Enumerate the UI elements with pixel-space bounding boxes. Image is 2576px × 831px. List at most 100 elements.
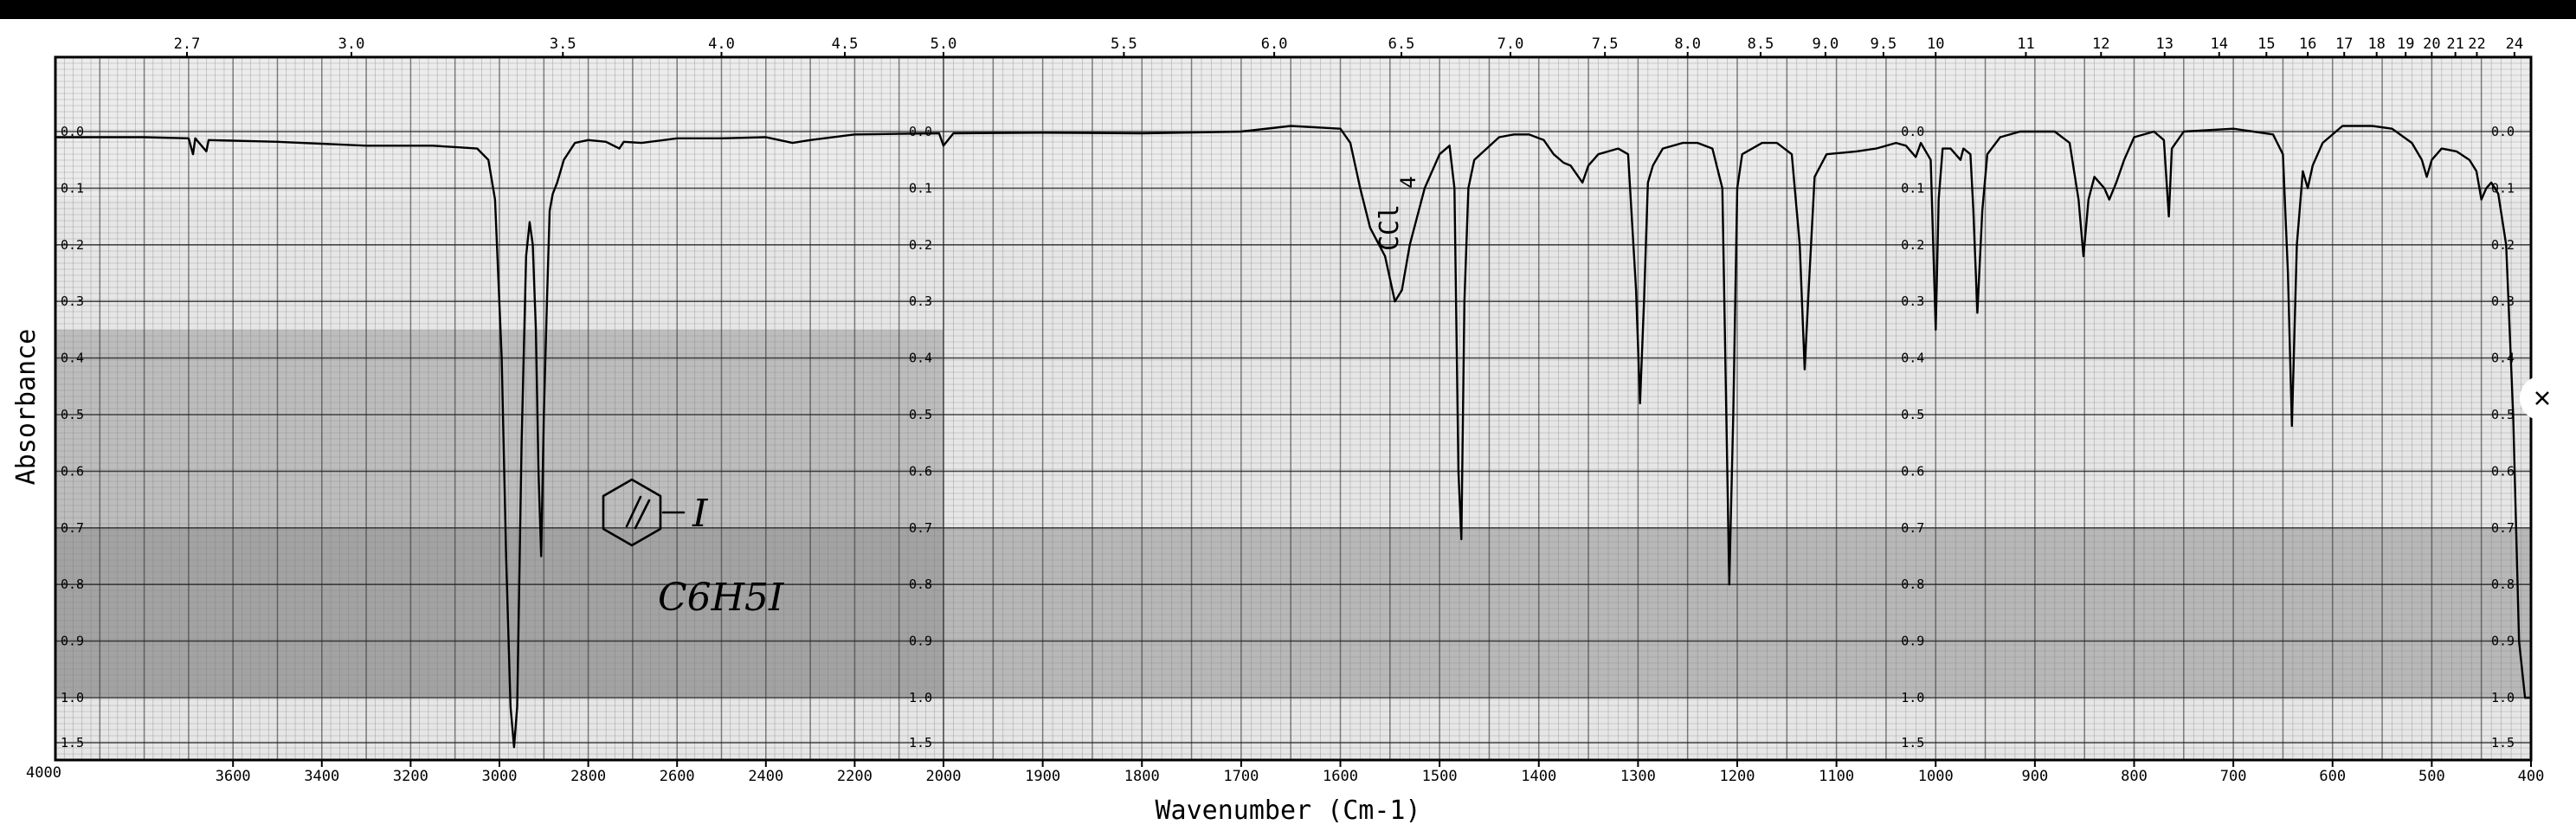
x-tick-label: 2200 [837,768,873,785]
x-tick-label: 2800 [570,768,606,785]
y-tick-label: 0.2 [1901,237,1924,253]
y-tick-label: 0.4 [909,351,932,366]
y-tick-label: 0.8 [1901,577,1924,592]
x-tick-label: 3200 [393,768,428,785]
top-tick-label: 14 [2211,35,2228,53]
top-tick-label: 22 [2468,35,2485,53]
x-tick-label: 600 [2319,768,2346,785]
y-tick-label: 0.3 [61,293,84,309]
top-tick-label: 7.5 [1592,35,1619,53]
solvent-label-main: CCl [1375,204,1405,251]
y-tick-label: 0.8 [2491,577,2515,592]
top-tick-label: 9.0 [1813,35,1839,53]
top-tick-label: 4.0 [708,35,735,53]
top-tick-label: 19 [2397,35,2414,53]
y-tick-label: 0.7 [61,520,84,536]
solvent-label: CCl 4 [1375,176,1420,251]
formula-label: C6H5I [658,576,785,620]
x-tick-label: 1900 [1025,768,1060,785]
shade-band [55,527,2531,698]
x-tick-label: 1300 [1620,768,1656,785]
structure-label: I [692,492,709,536]
scan-top-edge [0,0,2576,19]
x-axis-label: Wavenumber (Cm-1) [1155,796,1420,826]
y-tick-label: 0.5 [909,407,932,422]
x-tick-label: 400 [2518,768,2545,785]
y-tick-label: 0.5 [2491,407,2515,422]
x-tick-label: 800 [2121,768,2148,785]
y-tick-label: 0.0 [61,124,84,139]
y-tick-label: 1.5 [909,735,932,750]
x-tick-label: 500 [2418,768,2445,785]
y-tick-label: 1.0 [61,690,84,705]
y-tick-label: 1.5 [2491,735,2515,750]
y-tick-label: 1.5 [61,735,84,750]
x-tick-label: 1400 [1521,768,1556,785]
top-tick-label: 3.0 [338,35,365,53]
y-tick-label: 0.2 [61,237,84,253]
y-tick-label: 0.6 [2491,463,2515,479]
solvent-label-subscript: 4 [1396,176,1420,188]
x-axis-ticks: 3600 3400 3200 3000 2800 2600 2400 2200 2000 1900… [216,760,2545,785]
top-tick-label: 3.5 [550,35,576,53]
top-tick-label: 18 [2367,35,2385,53]
x-tick-label: 700 [2220,768,2247,785]
y-tick-label: 0.8 [909,577,932,592]
y-tick-label: 0.1 [909,180,932,196]
top-tick-label: 4.5 [832,35,859,53]
top-tick-label: 8.0 [1674,35,1701,53]
top-tick-label: 16 [2299,35,2316,53]
y-tick-label: 1.5 [1901,735,1924,750]
y-tick-label: 0.0 [1901,124,1924,139]
close-icon[interactable] [2520,376,2565,421]
y-tick-label: 0.6 [909,463,932,479]
y-tick-label: 0.1 [61,180,84,196]
y-tick-label: 0.9 [2491,634,2515,649]
top-tick-label: 21 [2446,35,2463,53]
y-tick-label: 0.6 [61,463,84,479]
x-tick-label: 1800 [1124,768,1160,785]
x-tick-label: 1500 [1422,768,1458,785]
x-tick-label: 2600 [660,768,695,785]
x-tick-label: 1000 [1918,768,1954,785]
y-tick-label: 0.2 [909,237,932,253]
x-tick-label: 1600 [1323,768,1358,785]
y-tick-label: 0.3 [1901,293,1924,309]
plot-area [54,55,2533,762]
top-tick-label: 17 [2335,35,2353,53]
top-tick-label: 8.5 [1748,35,1774,53]
y-axis-label: Absorbance [11,329,42,486]
top-tick-label: 15 [2257,35,2275,53]
y-tick-label: 0.8 [61,577,84,592]
top-micron-axis: 2.7 3.0 3.5 4.0 4.5 5.0 5.5 6.0 6.5 7.0 7.5 8.0 8.5 9… [174,35,2523,57]
y-tick-label: 0.2 [2491,237,2515,253]
x-tick-label: 2000 [926,768,962,785]
top-tick-label: 6.0 [1261,35,1288,53]
x-tick-label: 3000 [482,768,518,785]
x-tick-label: 1200 [1720,768,1755,785]
y-tick-label: 1.0 [2491,690,2515,705]
top-tick-label: 2.7 [174,35,201,53]
y-tick-label: 0.3 [2491,293,2515,309]
y-tick-label: 0.9 [909,634,932,649]
top-tick-label: 20 [2423,35,2440,53]
top-tick-label: 5.0 [931,35,957,53]
top-tick-label: 24 [2506,35,2523,53]
spectrum-line [55,125,2531,749]
x-tick-label: 1100 [1819,768,1854,785]
major-grid [55,57,2532,760]
x-tick-label: 900 [2022,768,2049,785]
y-tick-label: 0.9 [61,634,84,649]
y-tick-label: 0.7 [909,520,932,536]
top-tick-label: 10 [1927,35,1944,53]
x-tick-label: 2400 [748,768,783,785]
y-tick-label: 0.5 [61,407,84,422]
absorbance-ticks: 0.0 0.1 0.2 0.3 0.4 0.5 0.6 0.7 0.8 0.9 1.0 1.5 0.0 0… [61,124,2515,750]
x-tick-label: 3600 [216,768,251,785]
y-tick-label: 0.1 [1901,180,1924,196]
x-tick-label: 1700 [1223,768,1259,785]
top-tick-label: 9.5 [1871,35,1897,53]
y-tick-label: 0.0 [909,124,932,139]
top-tick-label: 6.5 [1388,35,1415,53]
